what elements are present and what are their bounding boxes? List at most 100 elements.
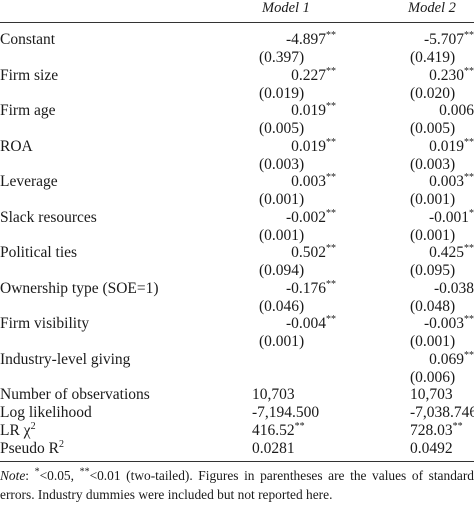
se-row-firm-size: (0.019) (0.020): [0, 84, 474, 103]
model2-coef: 0.019**: [400, 137, 474, 156]
stat-label: LR χ2: [0, 421, 36, 440]
se-row-firm-age: (0.005) (0.005): [0, 119, 474, 138]
model2-stars: **: [452, 420, 463, 432]
model2-coef: 0.425**: [400, 243, 474, 262]
coef-row-roa: ROA 0.019** 0.019**: [0, 137, 474, 156]
model2-stars: **: [464, 349, 474, 361]
stat-label: Pseudo R2: [0, 439, 64, 458]
model2-number: 0.230: [429, 66, 464, 84]
model1-se: (0.019): [259, 84, 305, 102]
stat-row-log-likelihood: Log likelihood -7,194.500 -7,038.746: [0, 403, 474, 422]
stat-label-sup: 2: [59, 438, 64, 450]
table-note: Note: *<0.05, **<0.01 (two-tailed). Figu…: [0, 466, 474, 502]
coef-row-political-ties: Political ties 0.502** 0.425**: [0, 243, 474, 262]
se-row-slack-resources: (0.001) (0.001): [0, 226, 474, 245]
model2-value: -7,038.746: [410, 404, 474, 421]
se-row-political-ties: (0.094) (0.095): [0, 261, 474, 280]
model1-se: (0.003): [259, 155, 305, 173]
bottom-rule: [0, 461, 474, 462]
model1-se: (0.001): [259, 226, 305, 244]
model2-stars: **: [464, 313, 474, 325]
model1-coef: -0.176**: [256, 279, 336, 298]
model2-number: -0.001: [428, 208, 469, 226]
stat-row-observations: Number of observations 10,703 10,703: [0, 385, 474, 404]
model1-value: 0.0281: [252, 440, 295, 457]
model2-value: 0.0492: [410, 440, 453, 457]
note-star2: **: [79, 466, 90, 478]
model1-coef: -4.897**: [256, 30, 336, 49]
model1-stars: **: [294, 420, 305, 432]
model1-value: 416.52**: [252, 421, 305, 440]
model2-coef: 0.069**: [400, 350, 474, 369]
model1-se: (0.397): [259, 49, 305, 66]
model2-coef: -0.003**: [400, 314, 474, 333]
model2-se: (0.020): [410, 84, 456, 102]
model1-se: (0.094): [259, 262, 305, 279]
model1-number: 0.019: [291, 137, 326, 155]
model2-se: (0.001): [410, 333, 456, 350]
model2-stars: *: [469, 207, 474, 219]
stat-label-text: Pseudo R: [0, 440, 59, 457]
variable-label: Slack resources: [0, 208, 97, 226]
model1-stars: **: [326, 242, 336, 254]
model2-value: 10,703: [410, 386, 453, 403]
model1-coef: 0.019**: [256, 137, 336, 156]
model1-stars: **: [326, 207, 336, 219]
model1-coef: 0.227**: [256, 66, 336, 85]
variable-label: Political ties: [0, 244, 78, 261]
model2-stars: **: [464, 65, 474, 77]
variable-label: Firm visibility: [0, 315, 90, 332]
coef-row-industry-level-giving: Industry-level giving 0.069**: [0, 350, 474, 369]
model2-number: -5.707: [423, 31, 464, 48]
model2-number: 0.425: [429, 244, 464, 261]
model1-number: -0.176: [285, 279, 326, 297]
model1-number: 0.227: [291, 66, 326, 84]
model2-coef: -5.707**: [400, 30, 474, 49]
note-lead: Note: [0, 468, 26, 483]
model1-coef: -0.002**: [256, 208, 336, 227]
coef-row-firm-age: Firm age 0.019** 0.006: [0, 101, 474, 120]
model1-coef: 0.019**: [256, 101, 336, 120]
model2-coef: 0.006: [400, 101, 474, 120]
model2-se: (0.095): [410, 262, 456, 279]
stat-row-pseudo-r2: Pseudo R2 0.0281 0.0492: [0, 439, 474, 458]
coef-row-firm-visibility: Firm visibility -0.004** -0.003**: [0, 314, 474, 333]
model1-coef: -0.004**: [256, 314, 336, 333]
se-row-industry-level-giving: (0.006): [0, 368, 474, 387]
model1-se: (0.001): [259, 333, 305, 350]
note-text2: <0.01 (two-tailed). Figures in parenthes…: [0, 468, 474, 502]
model1-header: Model 1: [262, 0, 310, 16]
model1-stars: **: [326, 171, 336, 183]
model2-number: 0.003: [429, 173, 464, 190]
model1-number: 0.019: [291, 102, 326, 119]
model2-se: (0.048): [410, 297, 456, 315]
model2-se: (0.001): [410, 226, 456, 244]
model1-coef: 0.502**: [256, 243, 336, 262]
model1-number: -4.897: [285, 31, 326, 48]
model1-value: 10,703: [252, 386, 295, 403]
model2-coef: 0.230**: [400, 66, 474, 85]
model1-number: -0.004: [285, 315, 326, 332]
model1-stars: **: [326, 136, 336, 148]
model1-number: -0.002: [285, 208, 326, 226]
model2-coef: 0.003**: [400, 172, 474, 191]
coef-row-constant: Constant -4.897** -5.707**: [0, 30, 474, 49]
model1-coef: 0.003**: [256, 172, 336, 191]
se-row-leverage: (0.001) (0.001): [0, 190, 474, 209]
model1-stars: **: [326, 29, 336, 41]
model2-number: 0.006: [439, 102, 474, 119]
model1-stars: **: [326, 100, 336, 112]
model2-se: (0.005): [410, 120, 456, 137]
model2-se: (0.419): [410, 49, 456, 66]
model1-se: (0.005): [259, 120, 305, 137]
model2-stars: **: [464, 136, 474, 148]
coef-row-slack-resources: Slack resources -0.002** -0.001*: [0, 208, 474, 227]
note-star1: *: [34, 466, 40, 478]
se-row-roa: (0.003) (0.003): [0, 155, 474, 174]
stat-label: Number of observations: [0, 386, 150, 403]
model2-value: 728.03**: [410, 421, 463, 440]
model2-se: (0.003): [410, 155, 456, 173]
variable-label: Leverage: [0, 173, 58, 190]
variable-label: Firm age: [0, 102, 56, 119]
stat-label: Log likelihood: [0, 404, 92, 421]
